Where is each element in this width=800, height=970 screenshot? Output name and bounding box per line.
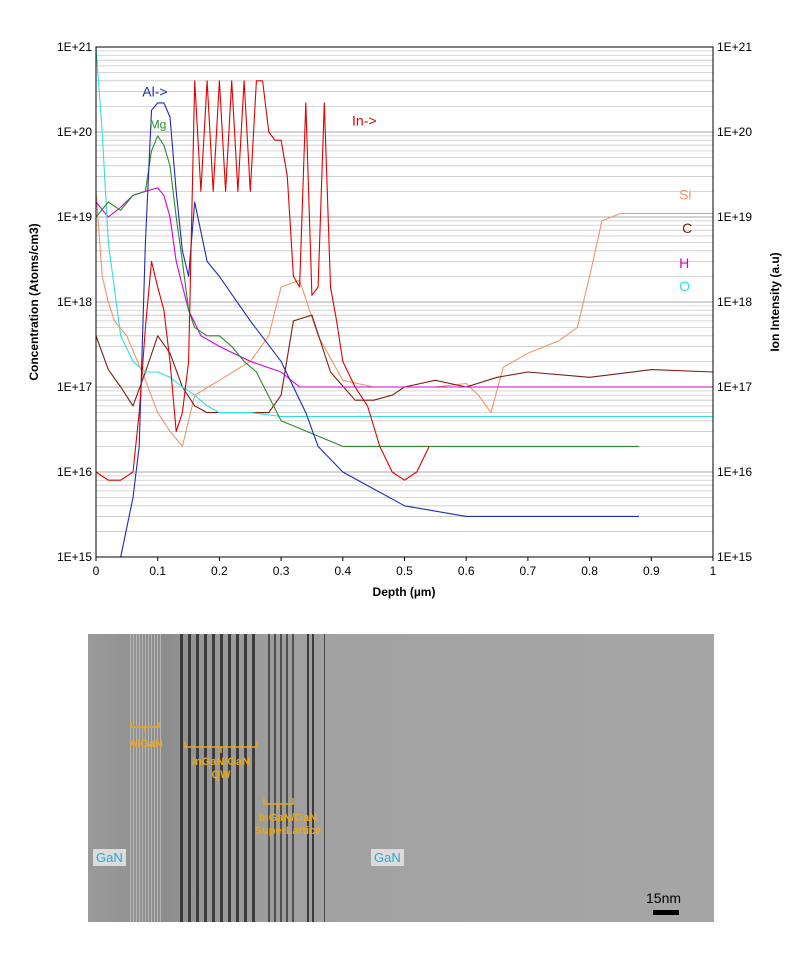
y2-tick-label: 1E+19	[717, 210, 752, 224]
qw-line	[252, 634, 255, 922]
qw-line	[220, 634, 223, 922]
y2-tick-label: 1E+20	[717, 125, 752, 139]
x-tick-label: 0.1	[149, 564, 166, 578]
sims-depth-profile-chart: 0 0.1 0.2 0.3 0.4 0.5 0.6 0.7 0.8 0.9 1 1E+15 1E+16 1…	[27, 40, 782, 599]
algan-fringe	[160, 634, 161, 922]
x-tick-label: 0.2	[211, 564, 228, 578]
qw-line	[236, 634, 239, 922]
annotation-mg: Mg	[150, 117, 167, 131]
qw-line	[244, 634, 247, 922]
annotation-o: O	[679, 278, 690, 294]
y-tick-label: 1E+17	[57, 380, 92, 394]
ingan-sl-label: InGaN/GaN SuperLattice	[243, 812, 333, 838]
annotation-h: H	[679, 255, 689, 271]
qw-line	[188, 634, 191, 922]
series-line-in	[95, 80, 430, 481]
algan-fringe	[139, 634, 140, 922]
series-line-mg	[95, 135, 639, 447]
tem-cross-section-image: AlGaN InGaN/GaN QW InGaN/GaN SuperLattic…	[88, 634, 714, 922]
series-line-c	[95, 314, 714, 414]
tick-labels: 0 0.1 0.2 0.3 0.4 0.5 0.6 0.7 0.8 0.9 11E+151E+161…	[57, 40, 752, 578]
chart-svg: 0 0.1 0.2 0.3 0.4 0.5 0.6 0.7 0.8 0.9 11E+151E+161…	[27, 40, 782, 599]
y-tick-label: 1E+20	[57, 125, 92, 139]
algan-fringe	[154, 634, 155, 922]
y-tick-label: 1E+15	[57, 550, 92, 564]
ingan-sl-label-line2: SuperLattice	[254, 825, 322, 837]
ingan-qw-label-line1: InGaN/GaN	[191, 756, 251, 768]
tem-layer-lines	[130, 634, 325, 922]
algan-fringe	[145, 634, 146, 922]
tem-image-svg	[88, 634, 714, 922]
superlattice-line	[307, 634, 309, 922]
x-tick-label: 0.6	[458, 564, 475, 578]
series-layer	[95, 46, 714, 558]
superlattice-line	[280, 634, 282, 922]
annotation-in: In->	[352, 112, 377, 128]
algan-bracket	[130, 722, 160, 731]
algan-fringe	[151, 634, 152, 922]
qw-line	[228, 634, 231, 922]
annotation-si: Si	[679, 187, 691, 203]
x-tick-label: 0.4	[334, 564, 351, 578]
superlattice-line	[312, 634, 314, 922]
ingan-qw-label: InGaN/GaN QW	[181, 756, 261, 782]
qw-line	[212, 634, 215, 922]
superlattice-line	[292, 634, 294, 922]
superlattice-line	[268, 634, 270, 922]
x-axis-title: Depth (µm)	[373, 585, 436, 599]
x-tick-label: 0	[93, 564, 100, 578]
algan-fringe	[133, 634, 134, 922]
superlattice-line	[274, 634, 276, 922]
y2-tick-label: 1E+15	[717, 550, 752, 564]
algan-fringe	[136, 634, 137, 922]
qw-line	[204, 634, 207, 922]
ingan-sl-bracket	[263, 798, 294, 809]
algan-label: AlGaN	[129, 738, 163, 750]
tem-background	[88, 634, 714, 922]
y-tick-label: 1E+21	[57, 40, 92, 54]
ingan-sl-label-line1: InGaN/GaN	[258, 812, 318, 824]
series-line-si	[95, 191, 713, 447]
qw-line	[196, 634, 199, 922]
gan-left-label: GaN	[93, 849, 126, 866]
y2-tick-label: 1E+17	[717, 380, 752, 394]
algan-fringe	[130, 634, 131, 922]
ingan-qw-label-line2: QW	[211, 769, 231, 781]
x-tick-label: 0.5	[396, 564, 413, 578]
x-tick-label: 0.9	[643, 564, 660, 578]
ingan-qw-bracket	[184, 741, 258, 753]
algan-fringe	[157, 634, 158, 922]
qw-line	[180, 634, 183, 922]
y2-axis-title: Ion Intensity (a.u)	[768, 252, 782, 351]
series-annotations: Al-> Mg In-> Si C HO	[142, 84, 692, 294]
superlattice-line	[286, 634, 288, 922]
x-tick-label: 0.8	[581, 564, 598, 578]
x-tick-label: 1	[710, 564, 717, 578]
series-line-o	[95, 46, 713, 418]
annotation-c: C	[682, 220, 692, 236]
y-tick-label: 1E+19	[57, 210, 92, 224]
y2-tick-label: 1E+21	[717, 40, 752, 54]
y2-tick-label: 1E+18	[717, 295, 752, 309]
y-tick-label: 1E+16	[57, 465, 92, 479]
x-tick-label: 0.3	[273, 564, 290, 578]
gan-right-label: GaN	[371, 849, 404, 866]
scale-bar-label: 15nm	[646, 890, 682, 906]
tem-brackets	[130, 722, 294, 809]
y-axis-title: Concentration (Atoms/cm3)	[27, 223, 41, 380]
annotation-al: Al->	[142, 84, 167, 100]
x-tick-label: 0.7	[520, 564, 537, 578]
y2-tick-label: 1E+16	[717, 465, 752, 479]
superlattice-line	[324, 634, 325, 922]
algan-fringe	[142, 634, 143, 922]
scale-bar	[653, 910, 679, 915]
y-tick-label: 1E+18	[57, 295, 92, 309]
algan-fringe	[148, 634, 149, 922]
